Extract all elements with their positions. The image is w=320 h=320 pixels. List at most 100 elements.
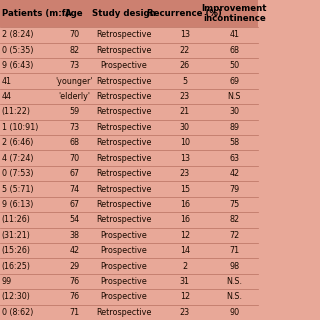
Text: N.S.: N.S. (227, 292, 243, 301)
Text: Improvement
incontinence: Improvement incontinence (202, 4, 267, 23)
Text: 67: 67 (69, 169, 79, 178)
Text: Retrospective: Retrospective (96, 200, 152, 209)
Text: 98: 98 (229, 261, 239, 271)
Text: 13: 13 (180, 154, 190, 163)
Text: Retrospective: Retrospective (96, 154, 152, 163)
Text: 76: 76 (69, 277, 79, 286)
Bar (0, 27, 258, 320)
Text: Retrospective: Retrospective (96, 215, 152, 224)
Text: Recurrence (%): Recurrence (%) (148, 9, 222, 18)
Text: 68: 68 (69, 138, 79, 147)
Text: Retrospective: Retrospective (96, 169, 152, 178)
Text: 10: 10 (180, 138, 190, 147)
Text: (15:26): (15:26) (2, 246, 31, 255)
Text: (11:26): (11:26) (2, 215, 30, 224)
Text: 30: 30 (180, 123, 190, 132)
Text: Prospective: Prospective (100, 292, 148, 301)
Text: 4 (7:24): 4 (7:24) (2, 154, 33, 163)
Text: Retrospective: Retrospective (96, 76, 152, 86)
Text: 0 (7:53): 0 (7:53) (2, 169, 33, 178)
Text: 23: 23 (180, 169, 190, 178)
Text: 5 (5:71): 5 (5:71) (2, 185, 33, 194)
Text: Retrospective: Retrospective (96, 308, 152, 317)
Text: Patients (m:f): Patients (m:f) (2, 9, 69, 18)
Text: 71: 71 (69, 308, 79, 317)
Text: 2 (6:46): 2 (6:46) (2, 138, 33, 147)
Text: 5: 5 (182, 76, 188, 86)
Text: 70: 70 (69, 154, 79, 163)
Text: N.S: N.S (228, 92, 241, 101)
Text: Retrospective: Retrospective (96, 46, 152, 55)
Text: 16: 16 (180, 215, 190, 224)
Text: 23: 23 (180, 92, 190, 101)
Text: 21: 21 (180, 108, 190, 116)
Text: (16:25): (16:25) (2, 261, 31, 271)
Text: 76: 76 (69, 292, 79, 301)
Text: N.S.: N.S. (227, 277, 243, 286)
Text: 74: 74 (69, 185, 79, 194)
Text: Prospective: Prospective (100, 277, 148, 286)
Text: Study design: Study design (92, 9, 156, 18)
Text: 73: 73 (69, 61, 79, 70)
Text: 2 (8:24): 2 (8:24) (2, 30, 33, 39)
Text: 68: 68 (229, 46, 239, 55)
Text: 23: 23 (180, 308, 190, 317)
Text: 70: 70 (69, 30, 79, 39)
Text: 'younger': 'younger' (56, 76, 93, 86)
Text: Prospective: Prospective (100, 261, 148, 271)
Text: Prospective: Prospective (100, 246, 148, 255)
Text: 41: 41 (229, 30, 239, 39)
Text: 44: 44 (2, 92, 12, 101)
Text: 58: 58 (229, 138, 239, 147)
Text: Retrospective: Retrospective (96, 92, 152, 101)
Bar (0, 0, 258, 27)
Text: 69: 69 (229, 76, 239, 86)
Text: 73: 73 (69, 123, 79, 132)
Text: 16: 16 (180, 200, 190, 209)
Text: 9 (6:43): 9 (6:43) (2, 61, 33, 70)
Text: 82: 82 (69, 46, 79, 55)
Text: 38: 38 (69, 231, 79, 240)
Text: 59: 59 (69, 108, 80, 116)
Text: Retrospective: Retrospective (96, 185, 152, 194)
Text: Retrospective: Retrospective (96, 108, 152, 116)
Text: 54: 54 (69, 215, 79, 224)
Text: (12:30): (12:30) (2, 292, 30, 301)
Text: 67: 67 (69, 200, 79, 209)
Text: 82: 82 (229, 215, 239, 224)
Text: 13: 13 (180, 30, 190, 39)
Text: 29: 29 (69, 261, 80, 271)
Text: Age: Age (65, 9, 84, 18)
Text: 71: 71 (229, 246, 239, 255)
Text: 90: 90 (229, 308, 239, 317)
Text: Prospective: Prospective (100, 61, 148, 70)
Text: 26: 26 (180, 61, 190, 70)
Text: 0 (5:35): 0 (5:35) (2, 46, 33, 55)
Text: 72: 72 (229, 231, 240, 240)
Text: 50: 50 (229, 61, 239, 70)
Text: (31:21): (31:21) (2, 231, 30, 240)
Text: 0 (8:62): 0 (8:62) (2, 308, 33, 317)
Text: 42: 42 (229, 169, 239, 178)
Text: 63: 63 (229, 154, 239, 163)
Text: 15: 15 (180, 185, 190, 194)
Text: 31: 31 (180, 277, 190, 286)
Text: 14: 14 (180, 246, 190, 255)
Text: 1 (10:91): 1 (10:91) (2, 123, 38, 132)
Text: 41: 41 (2, 76, 12, 86)
Text: 99: 99 (2, 277, 12, 286)
Text: Prospective: Prospective (100, 231, 148, 240)
Text: 22: 22 (180, 46, 190, 55)
Text: 30: 30 (229, 108, 239, 116)
Text: 9 (6:13): 9 (6:13) (2, 200, 33, 209)
Text: 12: 12 (180, 292, 190, 301)
Text: 2: 2 (182, 261, 188, 271)
Text: 75: 75 (229, 200, 240, 209)
Text: 42: 42 (69, 246, 79, 255)
Text: 89: 89 (229, 123, 239, 132)
Text: 12: 12 (180, 231, 190, 240)
Text: Retrospective: Retrospective (96, 123, 152, 132)
Text: 'elderly': 'elderly' (58, 92, 90, 101)
Text: (11:22): (11:22) (2, 108, 31, 116)
Text: Retrospective: Retrospective (96, 30, 152, 39)
